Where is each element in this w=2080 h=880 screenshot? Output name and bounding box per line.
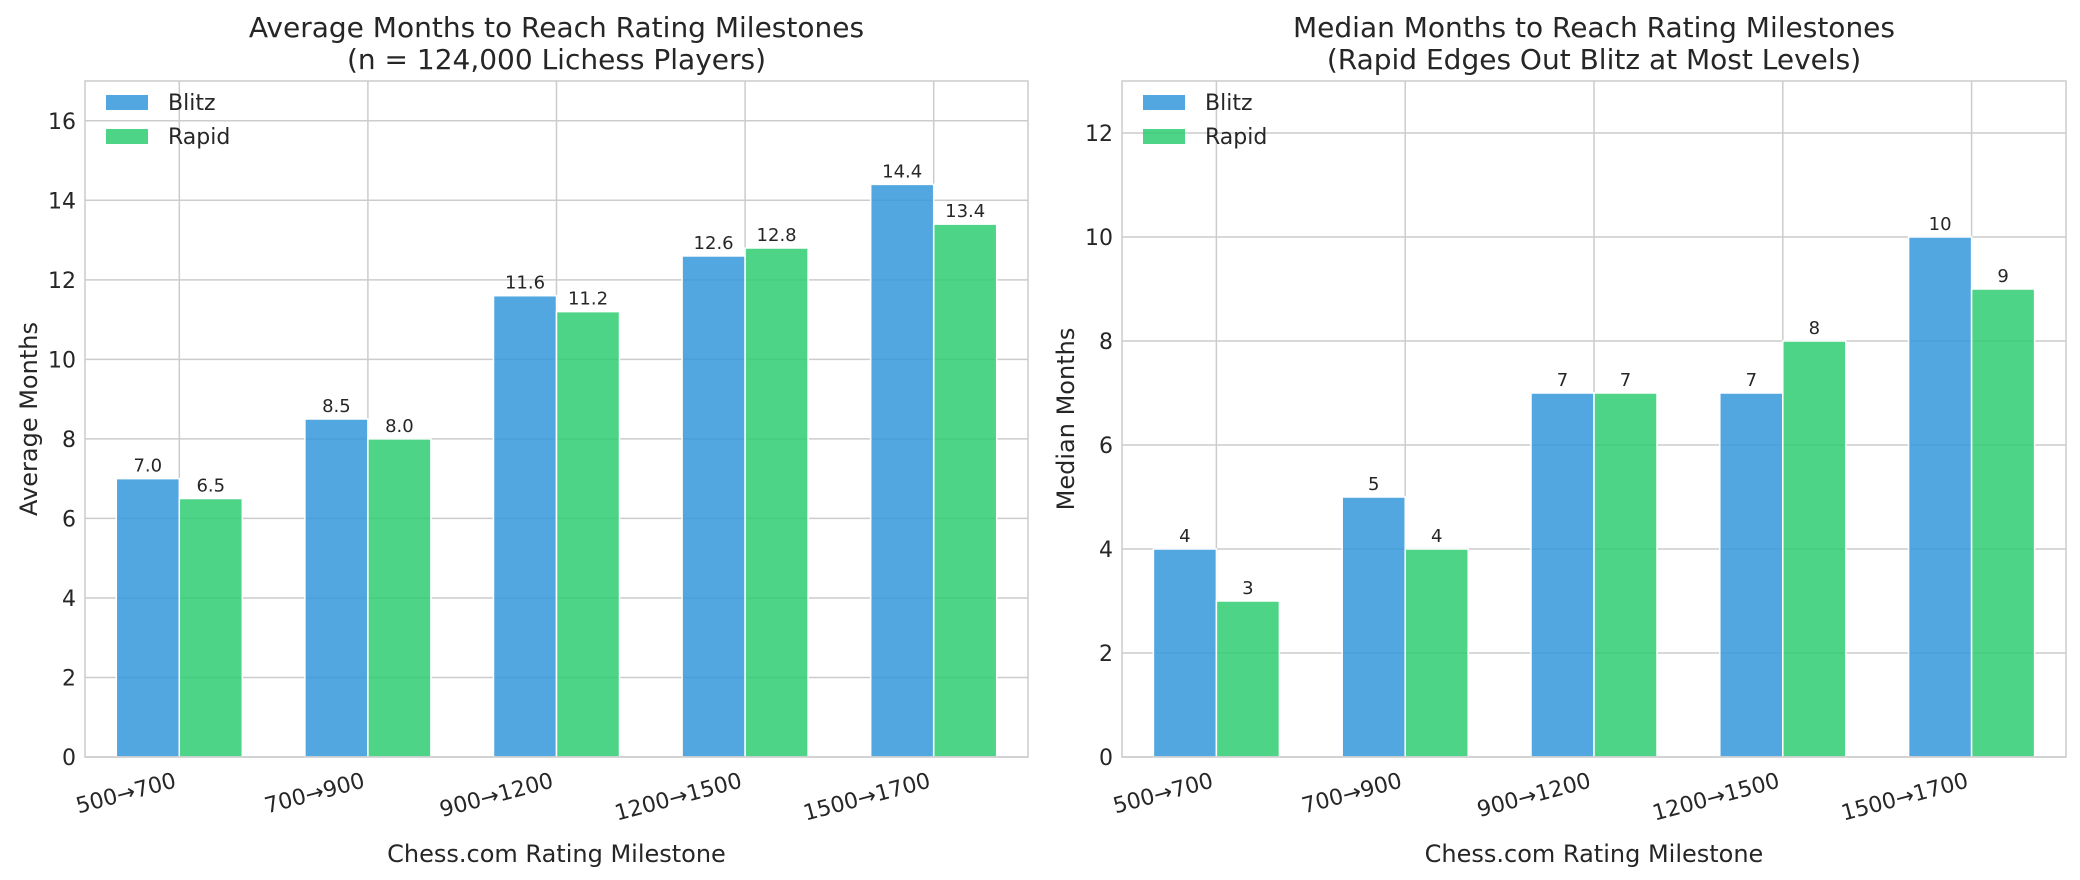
- bar-blitz: [492, 294, 558, 758]
- bar-blitz: [1907, 236, 1973, 758]
- data-label: 14.4: [882, 161, 922, 182]
- data-label: 7: [1557, 370, 1568, 391]
- y-axis-label: Average Months: [15, 322, 43, 516]
- legend-label-rapid: Rapid: [1205, 125, 1267, 150]
- y-tick-label: 4: [62, 587, 76, 612]
- legend-label-blitz: Blitz: [1205, 91, 1253, 116]
- bar-rapid: [555, 310, 621, 758]
- bar-blitz: [869, 183, 935, 758]
- x-tick-label: 1200→1500: [612, 769, 744, 827]
- bar-rapid: [1215, 600, 1281, 758]
- data-label: 5: [1368, 474, 1379, 495]
- y-tick-label: 6: [62, 507, 76, 532]
- x-tick-label: 1200→1500: [1650, 769, 1782, 827]
- data-label: 9: [1997, 266, 2008, 287]
- y-tick-label: 8: [1099, 330, 1113, 355]
- series-rapid: 3 4 7 8 9: [1215, 266, 2036, 758]
- y-axis-label: Median Months: [1052, 328, 1080, 511]
- data-label: 8.5: [322, 396, 351, 417]
- bar-blitz: [1152, 548, 1218, 758]
- x-tick-label: 900→1200: [1475, 769, 1594, 823]
- y-tick-label: 2: [62, 666, 76, 691]
- x-axis-label: Chess.com Rating Milestone: [1425, 840, 1764, 868]
- legend-swatch-blitz: [106, 95, 148, 110]
- y-tick-label: 4: [1099, 538, 1113, 563]
- x-tick-label: 500→700: [73, 769, 178, 820]
- axes-frame: [84, 80, 1029, 758]
- x-tick-labels: 500→700 700→900 900→1200 1200→1500 1500→1700: [1111, 769, 1972, 827]
- chart-title: Median Months to Reach Rating Milestones: [1293, 11, 1895, 44]
- y-tick-label: 14: [48, 189, 76, 214]
- series-blitz: 4 5 7 7 10: [1152, 214, 1973, 758]
- x-tick-label: 1500→1700: [801, 769, 933, 827]
- legend: Blitz Rapid: [106, 91, 230, 150]
- y-tick-labels: 0 2 4 6 8 10 12: [1085, 122, 1113, 771]
- data-label: 11.6: [505, 273, 545, 294]
- x-tick-labels: 500→700 700→900 900→1200 1200→1500 1500→1700: [73, 769, 933, 827]
- bar-rapid: [1593, 392, 1658, 758]
- legend-swatch-rapid: [106, 129, 148, 144]
- legend: Blitz Rapid: [1143, 91, 1267, 150]
- bar-blitz: [304, 418, 369, 758]
- data-label: 7.0: [133, 456, 162, 477]
- y-tick-label: 0: [62, 746, 76, 771]
- y-tick-labels: 0 2 4 6 8 10 12 14 16: [48, 110, 76, 771]
- data-label: 4: [1431, 526, 1442, 547]
- x-tick-label: 900→1200: [437, 769, 556, 823]
- bar-blitz: [681, 255, 746, 758]
- bar-rapid: [1404, 548, 1469, 758]
- bar-blitz: [1341, 496, 1406, 758]
- y-tick-label: 12: [1085, 122, 1113, 147]
- data-label: 11.2: [568, 289, 608, 310]
- data-label: 7: [1620, 370, 1631, 391]
- legend-label-blitz: Blitz: [168, 91, 216, 116]
- bar-blitz: [1530, 392, 1595, 758]
- chart-panel-1: 7.0 8.5 11.6 12.6 14.4 6.5 8.0 11.2 12.8 13.4 0 2 4 6…: [15, 11, 1029, 868]
- y-tick-label: 8: [62, 428, 76, 453]
- chart-panel-2: 4 5 7 7 10 3 4 7 8 9 0 2 4 6 8 10 12 500→700 700→900 900→12…: [1052, 11, 2067, 868]
- y-tick-label: 16: [48, 110, 76, 135]
- x-axis-label: Chess.com Rating Milestone: [387, 840, 726, 868]
- data-label: 8: [1809, 318, 1820, 339]
- bar-rapid: [1782, 340, 1847, 758]
- chart-subtitle: (n = 124,000 Lichess Players): [347, 43, 766, 76]
- axes-frame: [1121, 80, 2067, 758]
- bar-rapid: [1970, 288, 2036, 758]
- data-label: 7: [1746, 370, 1757, 391]
- chart-title: Average Months to Reach Rating Milestone…: [249, 11, 864, 44]
- bar-rapid: [744, 247, 809, 758]
- bar-blitz: [1719, 392, 1784, 758]
- x-tick-label: 1500→1700: [1839, 769, 1971, 827]
- y-tick-label: 6: [1099, 434, 1113, 459]
- x-tick-label: 700→900: [1299, 769, 1404, 820]
- series-blitz: 7.0 8.5 11.6 12.6 14.4: [115, 161, 935, 758]
- bar-blitz: [115, 477, 181, 758]
- bar-rapid: [367, 438, 432, 758]
- series-rapid: 6.5 8.0 11.2 12.8 13.4: [178, 201, 998, 758]
- legend-swatch-blitz: [1143, 95, 1185, 110]
- y-tick-label: 2: [1099, 642, 1113, 667]
- x-tick-label: 700→900: [262, 769, 367, 820]
- data-label: 12.6: [694, 233, 734, 254]
- data-label: 12.8: [757, 225, 797, 246]
- bar-rapid: [178, 497, 244, 758]
- legend-swatch-rapid: [1143, 129, 1185, 144]
- data-label: 3: [1242, 578, 1253, 599]
- data-label: 10: [1929, 214, 1952, 235]
- data-label: 8.0: [385, 416, 414, 437]
- data-label: 4: [1179, 526, 1190, 547]
- y-tick-label: 10: [1085, 226, 1113, 251]
- data-label: 6.5: [196, 476, 225, 497]
- data-label: 13.4: [945, 201, 985, 222]
- legend-label-rapid: Rapid: [168, 125, 230, 150]
- y-tick-label: 0: [1099, 746, 1113, 771]
- y-tick-label: 12: [48, 269, 76, 294]
- bar-rapid: [932, 223, 998, 758]
- x-tick-label: 500→700: [1111, 769, 1216, 820]
- chart-subtitle: (Rapid Edges Out Blitz at Most Levels): [1327, 43, 1861, 76]
- y-tick-label: 10: [48, 348, 76, 373]
